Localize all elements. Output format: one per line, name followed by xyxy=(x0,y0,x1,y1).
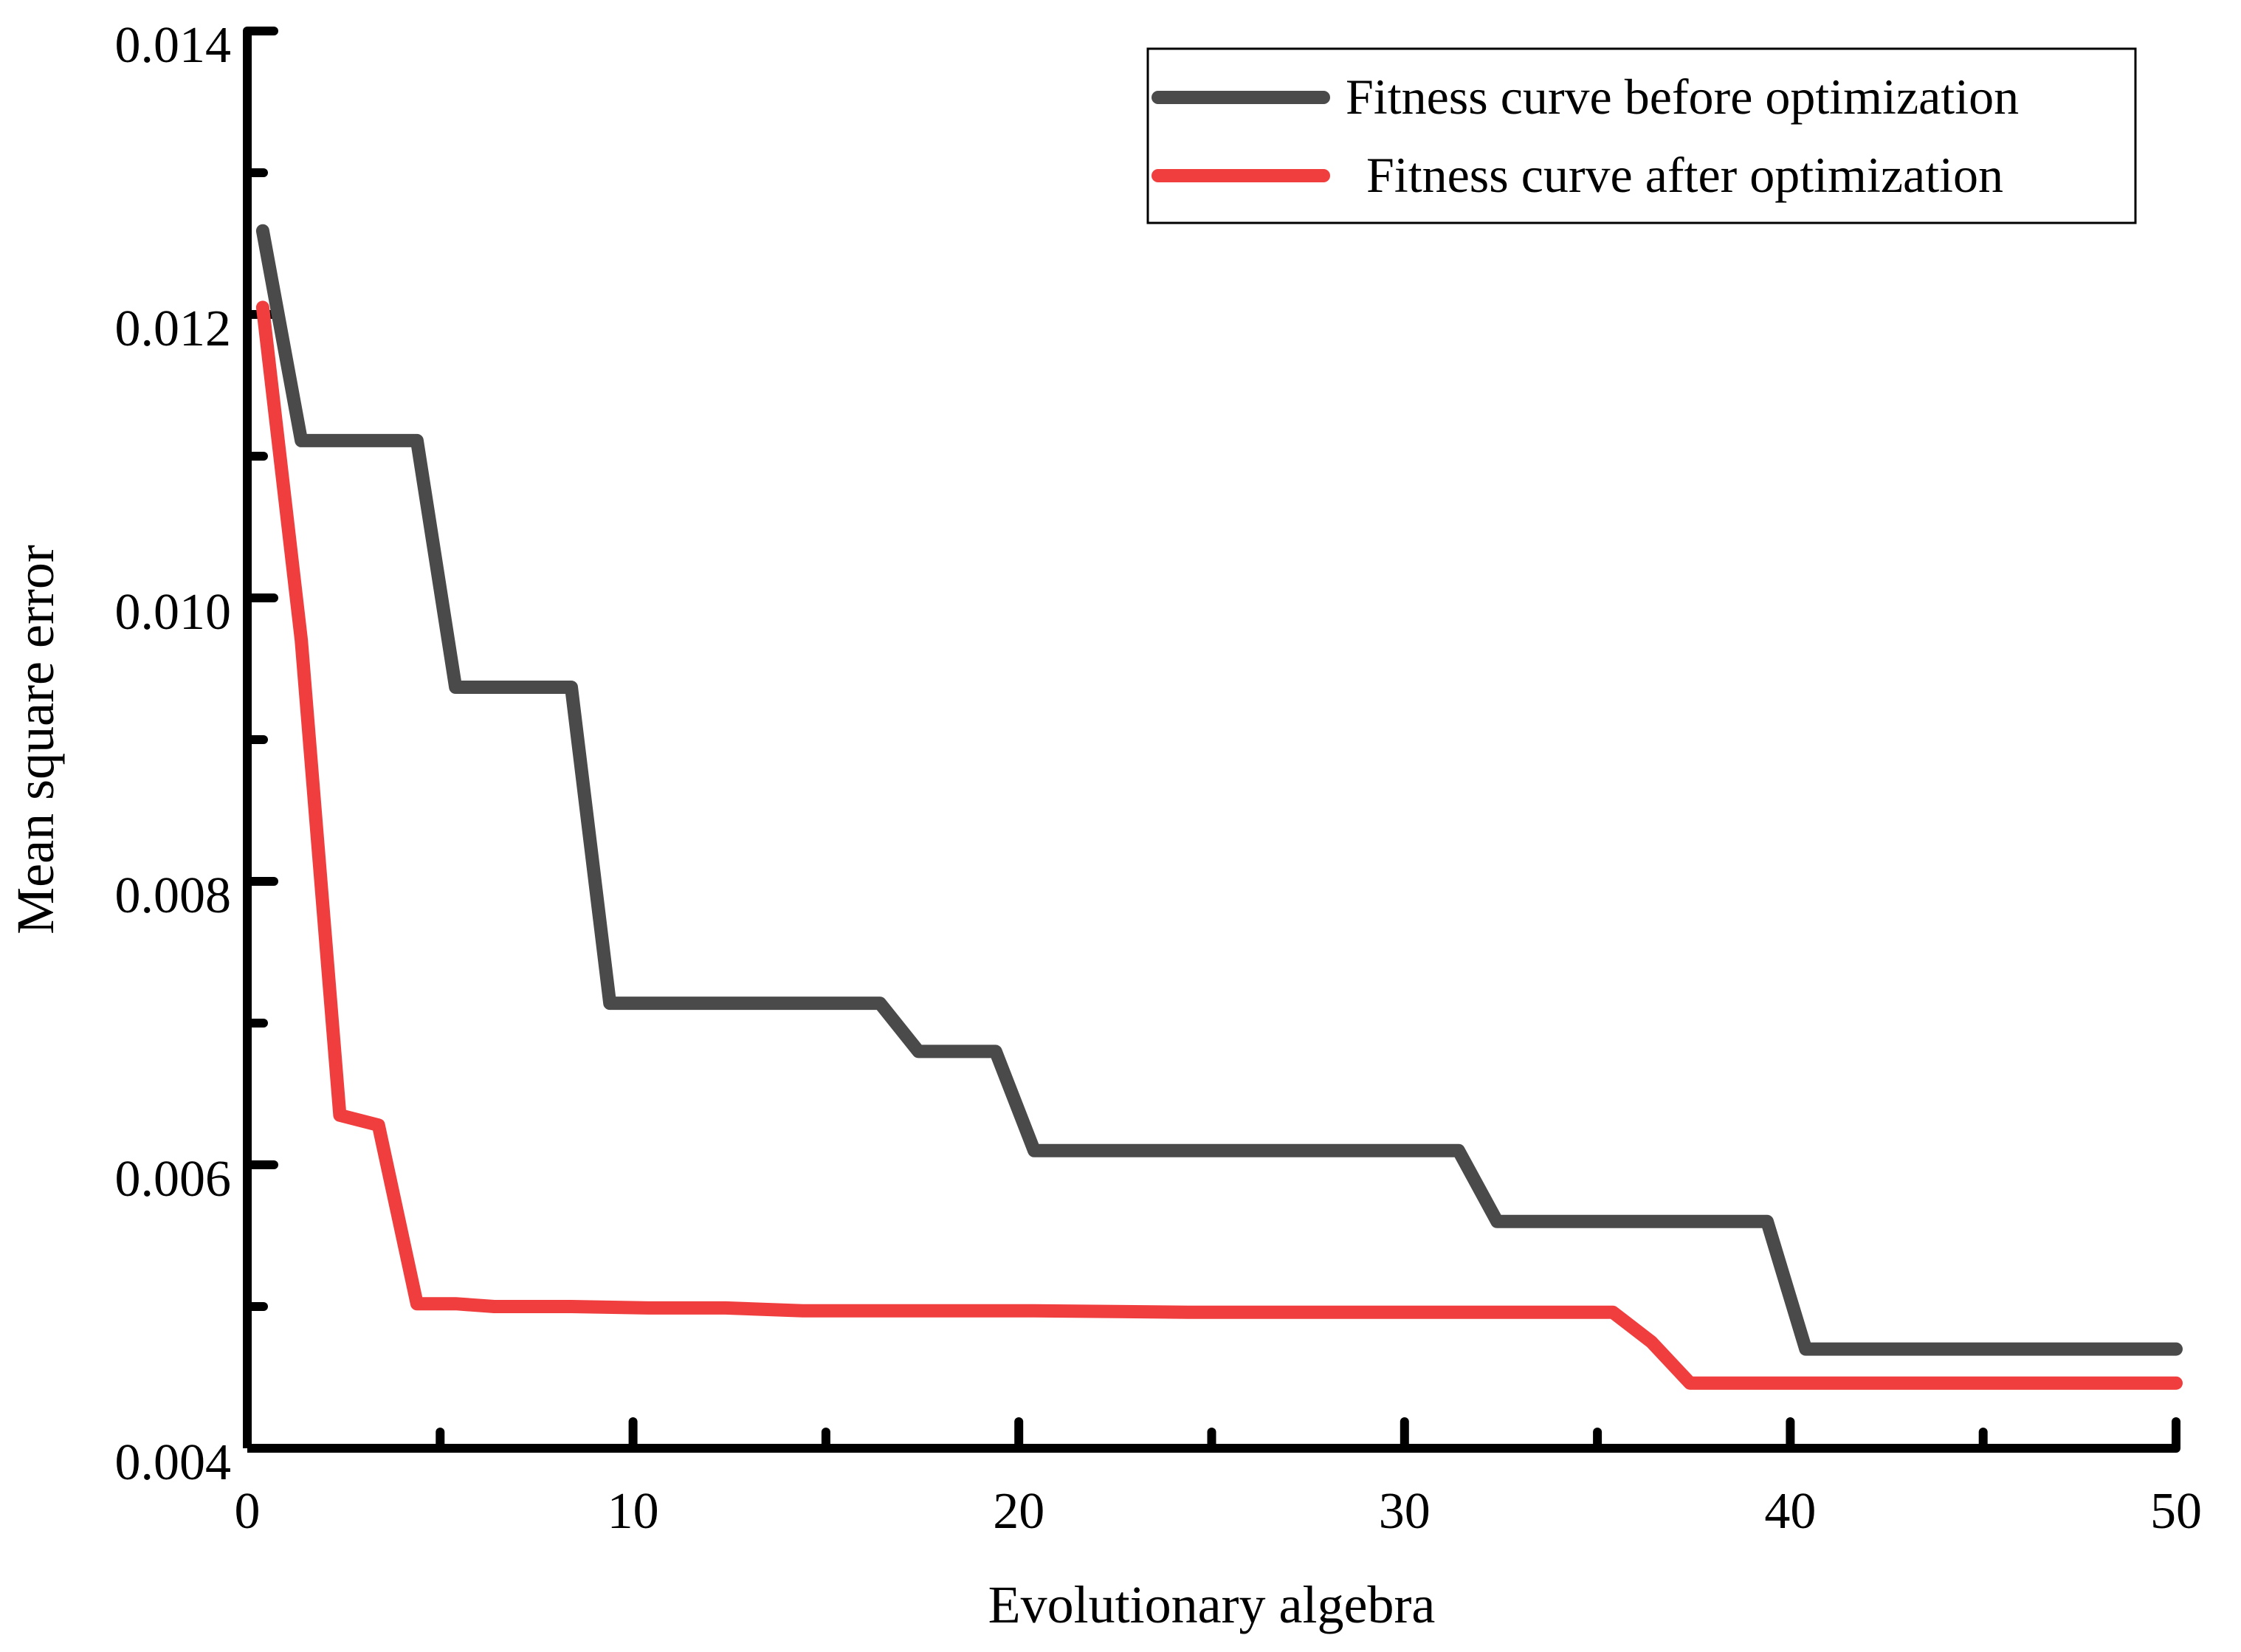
series-layer xyxy=(255,224,2183,1390)
series-after-optimization xyxy=(255,300,2183,1390)
y-tick-label: 0.006 xyxy=(115,1151,232,1208)
x-tick-label: 0 xyxy=(235,1483,261,1540)
ticks-layer xyxy=(243,27,2180,1453)
x-tick-label: 20 xyxy=(993,1483,1044,1540)
x-tick-label: 30 xyxy=(1379,1483,1431,1540)
legend-box xyxy=(1146,47,2137,224)
y-tick-label: 0.004 xyxy=(115,1434,232,1491)
x-tick-label: 40 xyxy=(1764,1483,1816,1540)
y-axis-title: Mean square error xyxy=(6,545,65,935)
legend-label-before: Fitness curve before optimization xyxy=(1346,69,2019,125)
y-tick-label: 0.008 xyxy=(115,867,232,924)
legend: Fitness curve before optimization Fitnes… xyxy=(1146,47,2137,224)
y-tick-label: 0.012 xyxy=(115,300,232,357)
y-tick-label: 0.014 xyxy=(115,17,232,74)
x-tick-label: 10 xyxy=(607,1483,659,1540)
x-tick-label: 50 xyxy=(2150,1483,2202,1540)
y-tick-label: 0.010 xyxy=(115,584,232,641)
axes xyxy=(243,31,2176,1453)
tick-labels: 0 10 20 30 40 50 0.004 0.006 0.008 0.010 0.012 0.01… xyxy=(115,17,2203,1540)
legend-label-after: Fitness curve after optimization xyxy=(1366,147,2003,203)
x-axis-title: Evolutionary algebra xyxy=(988,1575,1436,1634)
series-before-optimization xyxy=(255,224,2183,1356)
